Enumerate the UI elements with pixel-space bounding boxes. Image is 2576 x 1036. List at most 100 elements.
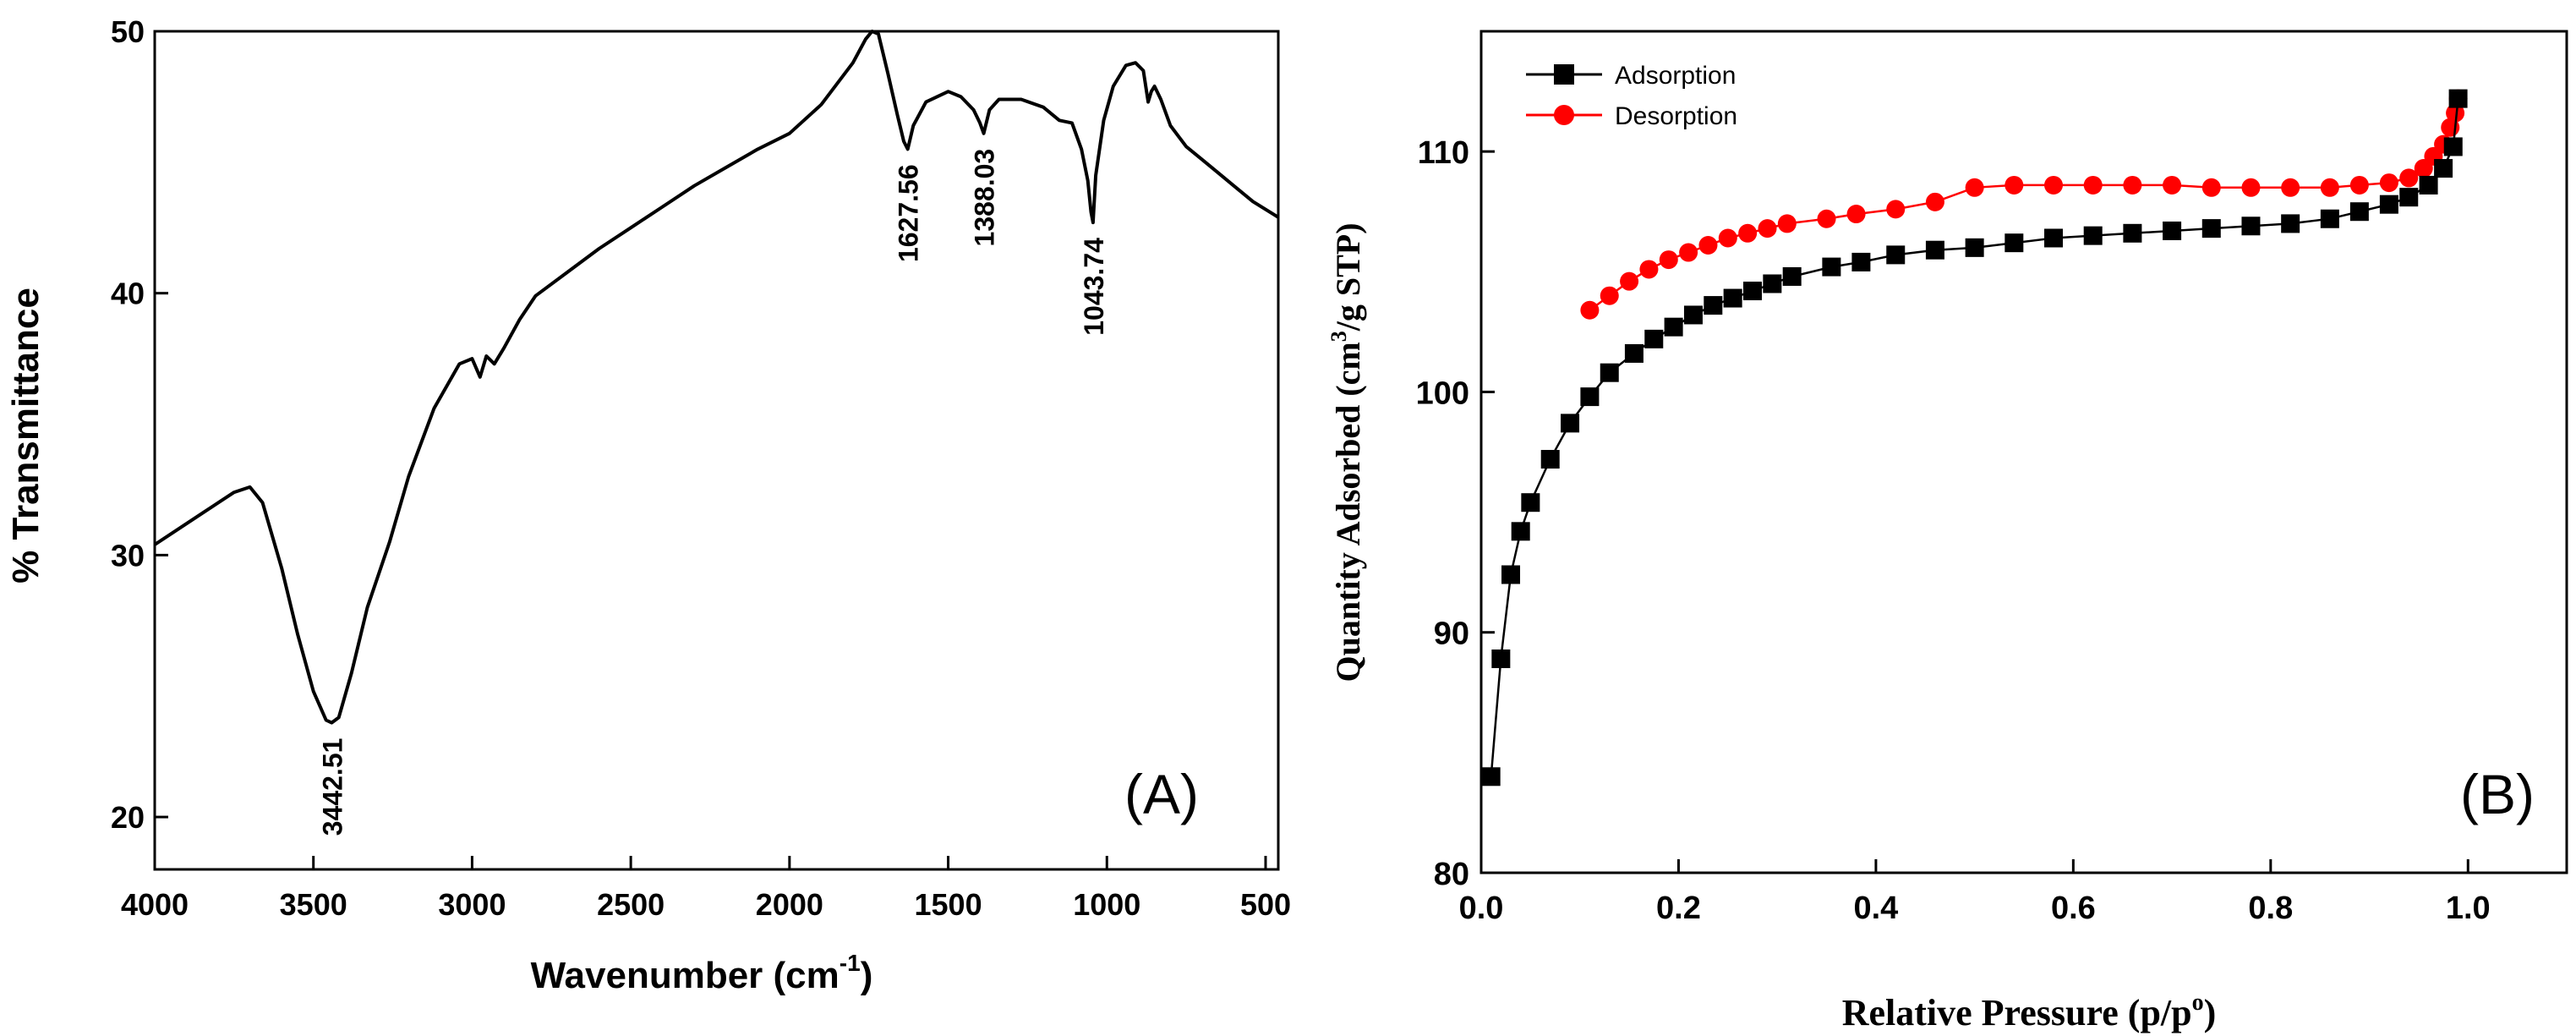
- adsorption-point: [2320, 209, 2339, 228]
- adsorption-point: [1491, 649, 1511, 668]
- desorption-point: [2044, 175, 2064, 195]
- svg-text:Desorption: Desorption: [1615, 102, 1737, 130]
- spectrum-line: [153, 30, 1280, 725]
- desorption-point: [2201, 178, 2221, 197]
- adsorption-point: [2241, 217, 2261, 236]
- peak-label: 1043.74: [1079, 238, 1109, 336]
- panel-b-ylabel: Quantity Adsorbed (cm3/g STP): [1326, 222, 1367, 682]
- desorption-point: [1846, 205, 1866, 224]
- legend-item-desorption: Desorption: [1526, 102, 1737, 130]
- x-tick-label: 3500: [280, 887, 347, 922]
- desorption-point: [1925, 192, 1944, 211]
- x-tick-label: 500: [1240, 887, 1291, 922]
- x-tick-label: 4000: [121, 887, 189, 922]
- y-tick-label: 90: [1434, 617, 1469, 652]
- adsorption-point: [2399, 188, 2419, 207]
- desorption-point: [1600, 286, 1619, 305]
- adsorption-point: [1644, 329, 1664, 348]
- desorption-point: [1580, 300, 1600, 320]
- panel-b-label: (B): [2460, 763, 2535, 825]
- adsorption-point: [2349, 202, 2369, 222]
- x-tick-label: 3000: [438, 887, 506, 922]
- adsorption-point: [1540, 450, 1560, 469]
- desorption-point: [2281, 178, 2300, 197]
- desorption-point: [1738, 223, 1758, 243]
- desorption-point: [1698, 236, 1718, 255]
- desorption-point: [2446, 103, 2465, 123]
- legend: Adsorption Desorption: [1526, 62, 1737, 130]
- desorption-point: [2083, 175, 2103, 195]
- desorption-point: [1886, 200, 1906, 219]
- desorption-point: [1620, 271, 1639, 291]
- y-tick-label: 80: [1434, 857, 1469, 892]
- adsorption-line: [1490, 98, 2459, 777]
- y-tick-label: 20: [111, 800, 145, 835]
- adsorption-point: [1600, 363, 1619, 382]
- adsorption-point: [2379, 195, 2398, 214]
- desorption-point: [1659, 250, 1678, 270]
- x-tick-label: 1500: [915, 887, 982, 922]
- adsorption-point: [1501, 565, 1521, 584]
- desorption-line: [1589, 98, 2459, 311]
- peak-label: 3442.51: [317, 738, 347, 836]
- adsorption-point: [1822, 257, 1841, 277]
- adsorption-point: [1664, 317, 1683, 337]
- adsorption-point: [2443, 137, 2463, 156]
- x-tick-label: 2500: [597, 887, 665, 922]
- desorption-point: [1758, 219, 1777, 238]
- y-tick-label: 50: [111, 14, 145, 49]
- adsorption-point: [1743, 282, 1762, 301]
- desorption-point: [1777, 214, 1797, 233]
- adsorption-point: [1851, 252, 1871, 271]
- desorption-point: [2163, 175, 2182, 195]
- adsorption-point: [1521, 493, 1540, 513]
- panel-a-label: (A): [1124, 763, 1199, 825]
- desorption-point: [2379, 173, 2398, 193]
- panel-a-xlabel: Wavenumber (cm-1): [531, 950, 873, 996]
- legend-item-adsorption: Adsorption: [1526, 62, 1736, 90]
- x-tick-label: 0.6: [2051, 891, 2096, 926]
- adsorption-point: [2123, 223, 2142, 243]
- desorption-point: [2399, 168, 2419, 188]
- adsorption-point: [1965, 238, 1984, 257]
- desorption-point: [2123, 175, 2142, 195]
- adsorption-point: [1704, 296, 1723, 315]
- adsorption-point: [1886, 245, 1906, 265]
- adsorption-point: [2004, 233, 2024, 253]
- adsorption-point: [1763, 274, 1782, 293]
- desorption-point: [1965, 178, 1984, 197]
- desorption-point: [2004, 175, 2024, 195]
- isotherm-panel: Quantity Adsorbed (cm3/g STP) 0.0 0.2 0.4 0…: [1326, 30, 2568, 1033]
- desorption-point: [2349, 175, 2369, 195]
- adsorption-point: [1925, 240, 1944, 260]
- plot-frame: [153, 30, 1280, 871]
- ftir-plot-area: 4000 3500 3000 2500 2000 1500 1000 500 20 30 40 50 3…: [111, 14, 1291, 922]
- peak-label: 1627.56: [894, 164, 924, 262]
- adsorption-point: [2448, 89, 2468, 108]
- panel-a-ylabel: % Transmittance: [5, 288, 46, 584]
- plot-frame: [1479, 30, 2568, 874]
- desorption-point: [2320, 178, 2339, 197]
- x-tick-label: 0.4: [1853, 891, 1898, 926]
- series-desorption: [1580, 89, 2468, 320]
- adsorption-point: [1561, 414, 1580, 433]
- x-tick-label: 0.2: [1656, 891, 1701, 926]
- adsorption-point: [1723, 288, 1742, 308]
- y-tick-label: 30: [111, 538, 145, 573]
- y-tick-label: 40: [111, 277, 145, 311]
- x-tick-label: 1.0: [2446, 891, 2491, 926]
- ftir-spectrum-panel: % Transmittance 4000 3500 3000 2500 2000 1500…: [5, 14, 1291, 996]
- isotherm-plot-area: 0.0 0.2 0.4 0.6 0.8 1.0 80 90 100 110: [1416, 30, 2568, 926]
- adsorption-point: [2044, 228, 2064, 248]
- peak-label: 1388.03: [970, 149, 1000, 247]
- adsorption-point: [1782, 266, 1802, 286]
- adsorption-point: [2201, 219, 2221, 238]
- svg-text:Adsorption: Adsorption: [1615, 62, 1736, 90]
- adsorption-point: [2083, 226, 2103, 245]
- adsorption-point: [1683, 305, 1703, 325]
- desorption-point: [1718, 228, 1737, 248]
- x-tick-label: 0.8: [2248, 891, 2293, 926]
- desorption-point: [2241, 178, 2261, 197]
- desorption-point: [1679, 243, 1698, 262]
- adsorption-point: [2163, 221, 2182, 240]
